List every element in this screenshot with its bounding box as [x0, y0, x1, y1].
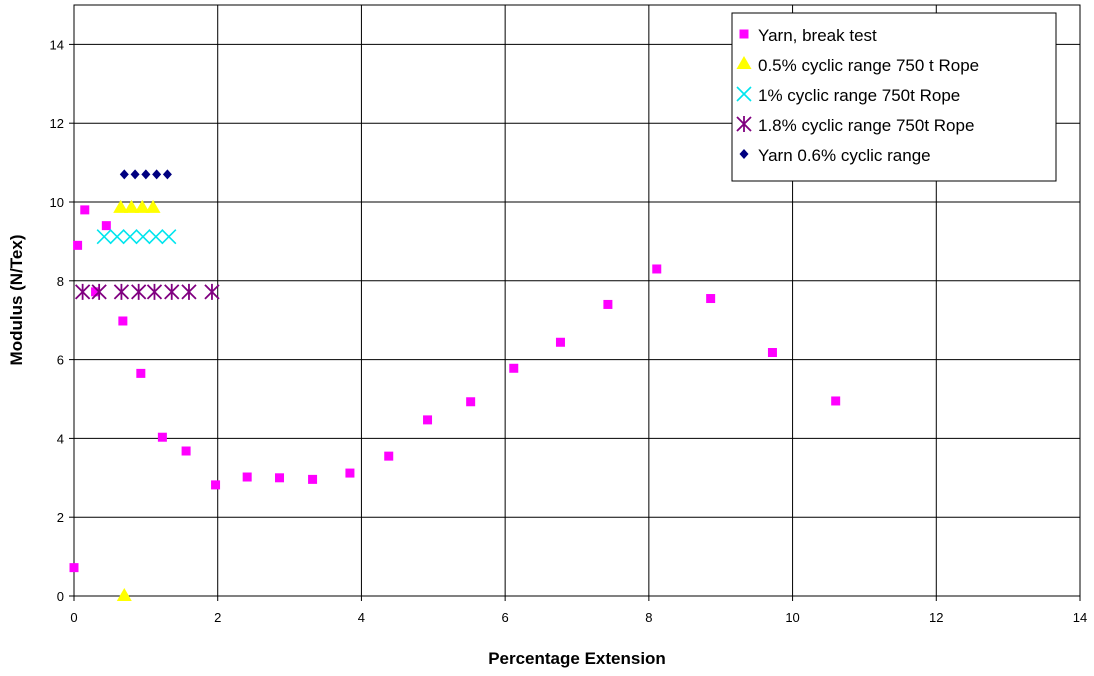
- y-tick-label: 8: [57, 274, 64, 289]
- data-point: [113, 283, 130, 300]
- data-point: [384, 451, 394, 461]
- axes: 0 2 4 6 8 10 12 14 0 2 4 6 8 10 12 14: [50, 37, 1088, 625]
- x-axis-title: Percentage Extension: [488, 649, 666, 668]
- data-point: [116, 588, 132, 601]
- data-point: [275, 473, 285, 483]
- legend-label: 0.5% cyclic range 750 t Rope: [758, 56, 979, 75]
- x-tick-label: 12: [929, 610, 943, 625]
- data-point: [74, 283, 91, 300]
- data-point: [767, 348, 777, 358]
- data-point: [161, 229, 177, 245]
- x-tick-label: 8: [645, 610, 652, 625]
- data-point: [80, 205, 90, 215]
- series-1: [113, 199, 161, 601]
- legend-box: [731, 12, 1057, 182]
- data-point: [101, 221, 111, 231]
- legend-label: Yarn 0.6% cyclic range: [758, 146, 931, 165]
- x-tick-label: 10: [785, 610, 799, 625]
- data-point: [136, 368, 146, 378]
- y-tick-label: 0: [57, 589, 64, 604]
- data-point: [652, 264, 662, 274]
- data-point: [555, 337, 565, 347]
- y-tick-label: 2: [57, 510, 64, 525]
- data-point: [509, 363, 519, 373]
- data-point: [109, 229, 125, 245]
- series-2: [96, 229, 177, 245]
- legend-marker: [736, 56, 752, 69]
- y-tick-label: 12: [50, 116, 64, 131]
- x-tick-label: 0: [70, 610, 77, 625]
- legend-marker: [739, 149, 749, 159]
- data-point: [706, 294, 716, 304]
- data-point: [466, 397, 476, 407]
- x-tick-label: 4: [358, 610, 365, 625]
- data-point: [345, 468, 355, 478]
- data-point: [831, 396, 841, 406]
- data-point: [134, 199, 150, 213]
- data-point: [603, 299, 613, 309]
- legend-marker: [739, 29, 749, 39]
- data-point: [123, 199, 139, 213]
- data-point: [181, 446, 191, 456]
- data-point: [162, 169, 172, 180]
- legend-label: 1% cyclic range 750t Rope: [758, 86, 960, 105]
- data-point: [423, 415, 433, 425]
- legend-label: 1.8% cyclic range 750t Rope: [758, 116, 974, 135]
- data-point: [145, 199, 161, 213]
- data-point: [91, 283, 107, 300]
- series-3: [74, 283, 220, 300]
- data-point: [91, 287, 101, 297]
- data-point: [131, 283, 147, 300]
- data-point: [69, 563, 79, 573]
- data-point: [73, 240, 83, 250]
- data-point: [141, 169, 151, 180]
- data-points: [69, 169, 841, 601]
- legend-marker: [736, 116, 752, 132]
- data-point: [130, 169, 140, 180]
- data-point: [146, 283, 163, 300]
- legend-marker: [736, 86, 752, 102]
- data-point: [164, 283, 180, 300]
- data-point: [242, 472, 252, 482]
- data-point: [119, 169, 129, 180]
- y-tick-label: 14: [50, 37, 64, 52]
- data-point: [113, 199, 129, 213]
- data-point: [148, 229, 164, 245]
- data-point: [135, 229, 151, 245]
- y-axis-title: Modulus (N/Tex): [7, 235, 26, 366]
- series-4: [119, 169, 172, 180]
- y-tick-label: 4: [57, 431, 64, 446]
- y-tick-label: 6: [57, 353, 64, 368]
- data-point: [96, 229, 112, 245]
- x-tick-label: 2: [214, 610, 221, 625]
- data-point: [204, 283, 220, 300]
- legend-label: Yarn, break test: [758, 26, 877, 45]
- series-0: [69, 205, 841, 573]
- y-tick-label: 10: [50, 195, 64, 210]
- data-point: [157, 432, 167, 442]
- data-point: [181, 283, 197, 300]
- data-point: [211, 480, 221, 490]
- x-tick-label: 14: [1073, 610, 1087, 625]
- x-tick-label: 6: [502, 610, 509, 625]
- data-point: [152, 169, 162, 180]
- data-point: [118, 316, 128, 326]
- data-point: [122, 229, 138, 245]
- legend: Yarn, break test 0.5% cyclic range 750 t …: [731, 12, 1057, 182]
- data-point: [308, 474, 318, 484]
